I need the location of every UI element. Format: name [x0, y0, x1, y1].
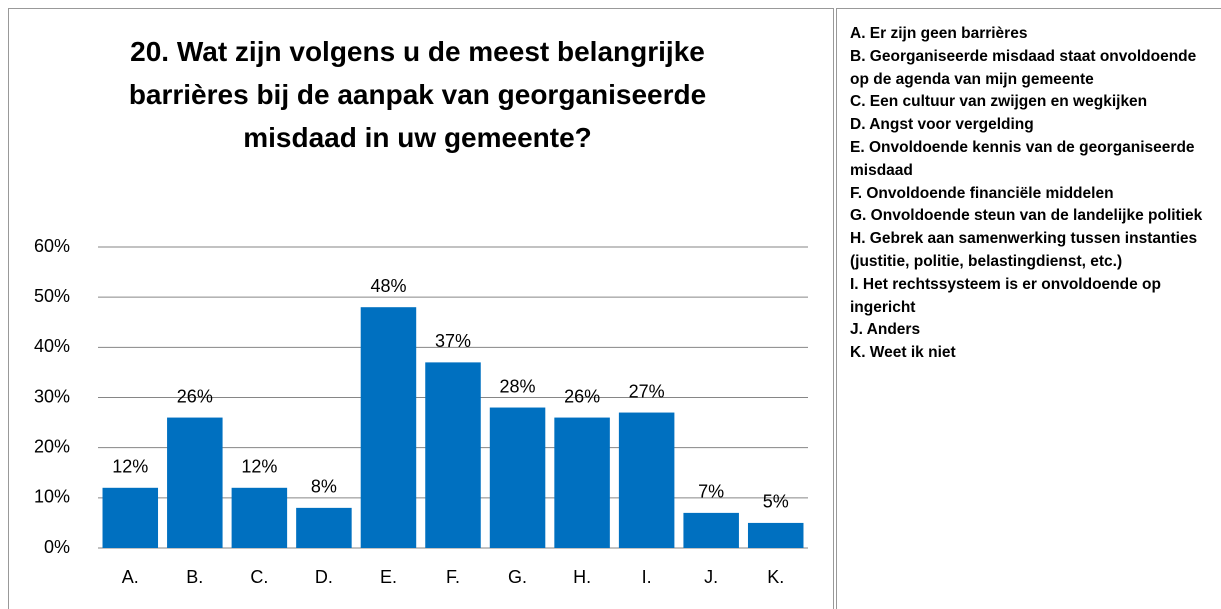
bar	[425, 362, 481, 548]
y-tick-label: 30%	[34, 386, 70, 406]
legend-item: J. Anders	[850, 321, 921, 339]
legend-panel: A. Er zijn geen barrières B. Georganiseer…	[836, 8, 1221, 609]
legend-item: D. Angst voor vergelding	[850, 116, 1034, 134]
value-label: 5%	[763, 492, 789, 512]
legend-item: C. Een cultuur van zwijgen en wegkijken	[850, 93, 1148, 111]
bar	[167, 417, 223, 548]
x-tick-label: I.	[642, 567, 652, 587]
value-label: 12%	[241, 457, 277, 477]
bar	[683, 512, 739, 548]
x-tick-label: B.	[186, 567, 203, 587]
value-label: 28%	[500, 376, 536, 396]
value-label: 26%	[177, 386, 213, 406]
legend-item: F. Onvoldoende financiële middelen	[850, 184, 1114, 202]
bar	[296, 507, 352, 548]
bar	[747, 522, 804, 548]
bar	[489, 407, 546, 548]
y-tick-label: 10%	[34, 487, 70, 507]
x-tick-label: G.	[508, 567, 527, 587]
value-label: 48%	[370, 276, 406, 296]
x-tick-label: A.	[122, 567, 139, 587]
bar	[360, 307, 417, 548]
legend-item: K. Weet ik niet	[850, 344, 956, 362]
x-tick-label: E.	[380, 567, 397, 587]
y-tick-label: 50%	[34, 286, 70, 306]
bar	[554, 417, 610, 548]
legend-item: B. Georganiseerde misdaad staat onvoldoe…	[850, 47, 1197, 88]
bar	[231, 487, 288, 548]
legend-item: E. Onvoldoende kennis van de georganisee…	[850, 138, 1195, 179]
x-tick-label: F.	[446, 567, 460, 587]
value-label: 8%	[311, 477, 337, 497]
y-tick-label: 60%	[34, 236, 70, 256]
x-tick-label: C.	[250, 567, 268, 587]
legend-item: A. Er zijn geen barrières	[850, 25, 1028, 42]
x-tick-label: J.	[704, 567, 718, 587]
y-tick-label: 20%	[34, 436, 70, 456]
legend-item: H. Gebrek aan samenwerking tussen instan…	[850, 230, 1198, 270]
value-label: 7%	[698, 482, 724, 502]
bar	[618, 412, 675, 548]
bar	[102, 487, 159, 548]
legend-item: G. Onvoldoende steun van de landelijke p…	[850, 207, 1203, 225]
value-label: 12%	[112, 457, 148, 477]
chart-title: 20. Wat zijn volgens u de meest belangri…	[128, 36, 707, 153]
x-tick-label: D.	[315, 567, 333, 587]
x-tick-label: K.	[767, 567, 784, 587]
value-label: 26%	[564, 386, 600, 406]
y-tick-label: 40%	[34, 336, 70, 356]
value-label: 27%	[629, 381, 665, 401]
value-label: 37%	[435, 331, 471, 351]
legend-item: I. Het rechtssysteem is er onvoldoende o…	[850, 275, 1161, 316]
x-tick-label: H.	[573, 567, 591, 587]
y-tick-label: 0%	[44, 537, 70, 557]
